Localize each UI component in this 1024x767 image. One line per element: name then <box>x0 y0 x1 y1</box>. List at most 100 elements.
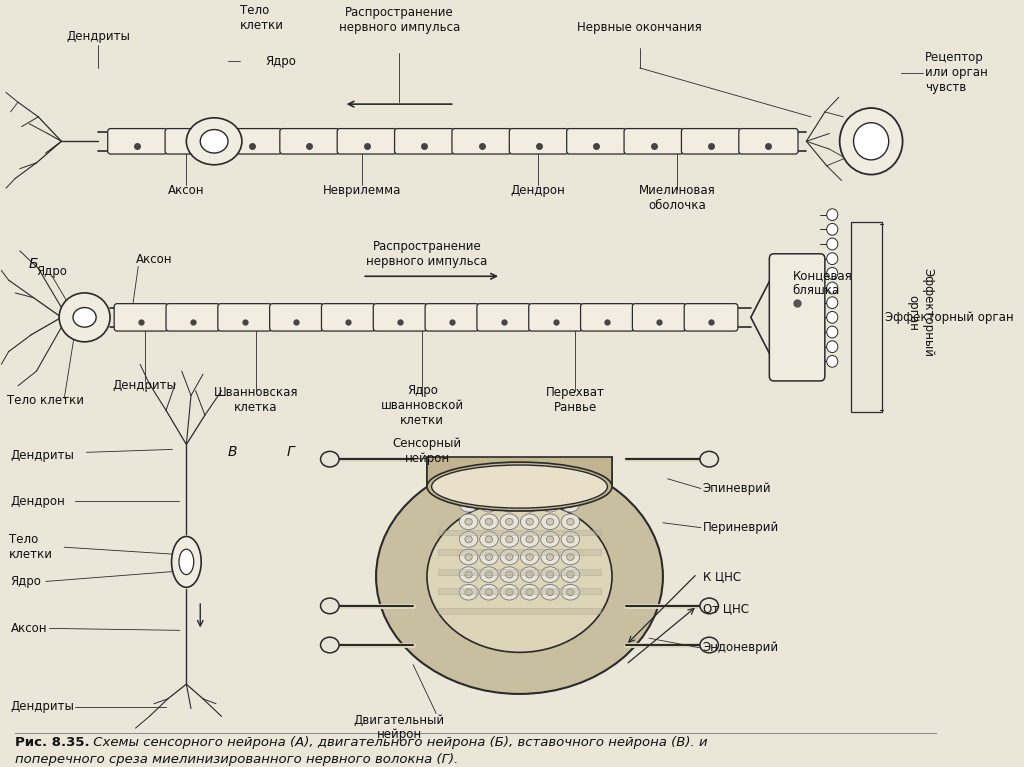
Text: Рецептор
или орган
чувств: Рецептор или орган чувств <box>925 51 987 94</box>
FancyBboxPatch shape <box>438 588 601 594</box>
Text: Нервные окончания: Нервные окончания <box>578 21 702 34</box>
FancyBboxPatch shape <box>528 304 583 331</box>
Ellipse shape <box>460 567 478 582</box>
Ellipse shape <box>826 297 838 308</box>
Ellipse shape <box>547 571 554 578</box>
Text: Распространение
нервного импульса: Распространение нервного импульса <box>367 240 487 268</box>
FancyBboxPatch shape <box>427 457 612 486</box>
Ellipse shape <box>427 501 612 653</box>
Ellipse shape <box>700 451 719 467</box>
Ellipse shape <box>427 462 612 511</box>
Text: Дендрон: Дендрон <box>10 495 66 508</box>
Text: Дендриты: Дендриты <box>10 449 75 463</box>
FancyBboxPatch shape <box>222 129 282 154</box>
FancyBboxPatch shape <box>477 304 530 331</box>
FancyBboxPatch shape <box>374 304 427 331</box>
Ellipse shape <box>485 589 493 596</box>
Ellipse shape <box>460 514 478 529</box>
FancyBboxPatch shape <box>438 549 601 555</box>
Ellipse shape <box>500 549 518 565</box>
Ellipse shape <box>520 532 539 547</box>
Ellipse shape <box>826 355 838 367</box>
Text: Распространение
нервного импульса: Распространение нервного импульса <box>339 5 460 34</box>
Ellipse shape <box>826 209 838 221</box>
Text: Двигательный
нейрон: Двигательный нейрон <box>353 713 444 742</box>
Ellipse shape <box>179 549 194 574</box>
Ellipse shape <box>561 549 580 565</box>
Ellipse shape <box>520 584 539 600</box>
Ellipse shape <box>460 584 478 600</box>
Ellipse shape <box>547 554 554 561</box>
Ellipse shape <box>172 536 201 588</box>
Text: Тело
клетки: Тело клетки <box>240 4 284 31</box>
Text: Тело клетки: Тело клетки <box>7 394 84 407</box>
Ellipse shape <box>541 584 559 600</box>
Ellipse shape <box>541 567 559 582</box>
Ellipse shape <box>186 118 242 165</box>
Ellipse shape <box>547 536 554 543</box>
FancyBboxPatch shape <box>681 129 740 154</box>
Text: Дендриты: Дендриты <box>67 31 130 44</box>
Ellipse shape <box>485 501 493 508</box>
Ellipse shape <box>700 637 719 653</box>
Text: Аксон: Аксон <box>10 622 47 635</box>
Ellipse shape <box>460 532 478 547</box>
Ellipse shape <box>479 514 499 529</box>
FancyBboxPatch shape <box>684 304 738 331</box>
Ellipse shape <box>566 518 574 525</box>
Ellipse shape <box>506 571 513 578</box>
Text: Шванновская
клетка: Шванновская клетка <box>214 387 298 414</box>
Ellipse shape <box>561 514 580 529</box>
Ellipse shape <box>566 536 574 543</box>
Ellipse shape <box>465 571 472 578</box>
Ellipse shape <box>520 567 539 582</box>
Ellipse shape <box>500 496 518 512</box>
Text: Схемы сенсорного нейрона (А), двигательного нейрона (Б), вставочного нейрона (В): Схемы сенсорного нейрона (А), двигательн… <box>89 736 708 749</box>
Ellipse shape <box>500 567 518 582</box>
Text: Концевая
бляшка: Концевая бляшка <box>793 269 852 297</box>
Text: От ЦНС: От ЦНС <box>702 602 749 615</box>
Ellipse shape <box>826 253 838 265</box>
Ellipse shape <box>506 554 513 561</box>
Ellipse shape <box>526 536 534 543</box>
Text: Эффекторный
орган: Эффекторный орган <box>906 268 934 357</box>
Ellipse shape <box>561 584 580 600</box>
Ellipse shape <box>566 571 574 578</box>
Ellipse shape <box>520 496 539 512</box>
Ellipse shape <box>541 514 559 529</box>
Text: Перехват
Ранвье: Перехват Ранвье <box>546 387 604 414</box>
Ellipse shape <box>566 589 574 596</box>
Ellipse shape <box>506 518 513 525</box>
Ellipse shape <box>460 496 478 512</box>
Text: Ядро: Ядро <box>37 265 68 278</box>
Ellipse shape <box>840 108 902 175</box>
Ellipse shape <box>561 496 580 512</box>
Ellipse shape <box>826 223 838 235</box>
Ellipse shape <box>376 459 663 694</box>
Text: Эпиневрий: Эпиневрий <box>702 482 771 495</box>
Ellipse shape <box>854 123 889 160</box>
Ellipse shape <box>547 518 554 525</box>
Text: Дендриты: Дендриты <box>113 380 177 393</box>
FancyBboxPatch shape <box>115 304 168 331</box>
Text: К ЦНС: К ЦНС <box>702 570 740 583</box>
Ellipse shape <box>465 536 472 543</box>
Ellipse shape <box>826 268 838 279</box>
Ellipse shape <box>485 571 493 578</box>
Ellipse shape <box>465 554 472 561</box>
Ellipse shape <box>526 501 534 508</box>
Ellipse shape <box>520 514 539 529</box>
FancyBboxPatch shape <box>738 129 798 154</box>
Ellipse shape <box>526 554 534 561</box>
Ellipse shape <box>566 501 574 508</box>
FancyBboxPatch shape <box>322 304 375 331</box>
Ellipse shape <box>520 549 539 565</box>
Ellipse shape <box>506 536 513 543</box>
Ellipse shape <box>485 536 493 543</box>
Text: Эффекторный орган: Эффекторный орган <box>885 311 1014 324</box>
FancyBboxPatch shape <box>452 129 511 154</box>
Text: Тело
клетки: Тело клетки <box>8 533 52 561</box>
Text: Сенсорный
нейрон: Сенсорный нейрон <box>392 436 462 465</box>
Text: Периневрий: Периневрий <box>702 521 779 534</box>
Text: Дендриты: Дендриты <box>10 700 75 713</box>
